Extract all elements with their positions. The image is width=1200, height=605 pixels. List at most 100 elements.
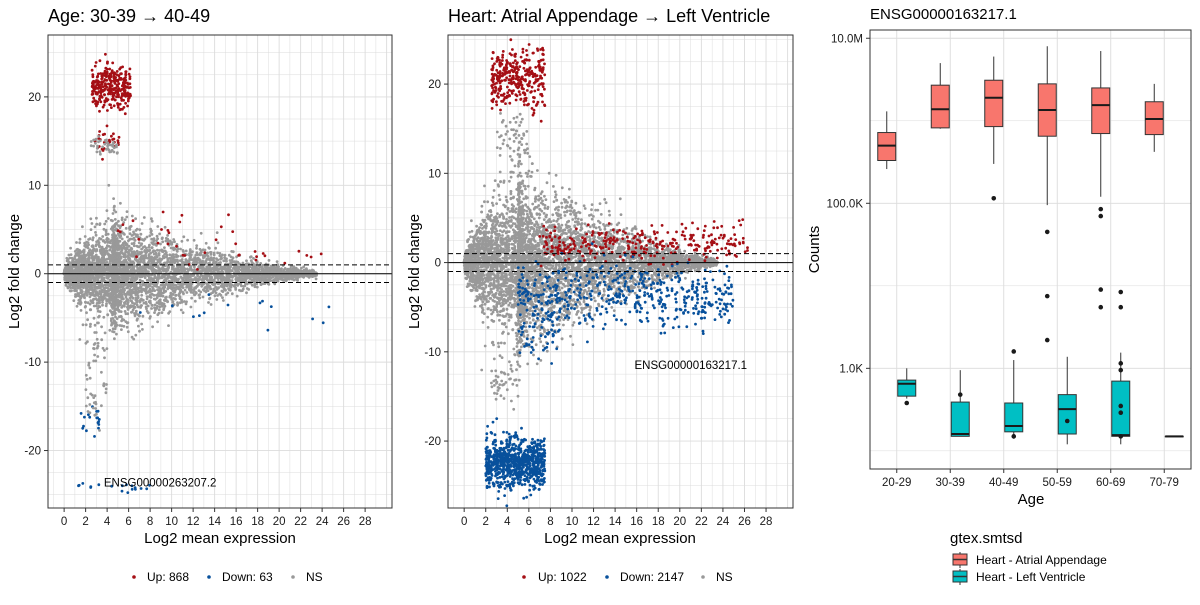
point-ns <box>79 238 82 241</box>
point-ns <box>132 308 135 311</box>
point-ns <box>136 267 139 270</box>
point-ns <box>116 307 119 310</box>
point-up <box>117 104 120 107</box>
point-down <box>97 410 100 413</box>
point-ns <box>83 283 86 286</box>
point-ns <box>126 210 129 213</box>
point-ns <box>109 288 112 291</box>
point-up <box>114 76 117 79</box>
point-ns <box>156 225 159 228</box>
point-ns <box>229 270 232 273</box>
point-ns <box>91 271 94 274</box>
point-ns <box>99 310 102 313</box>
point-ns <box>106 244 109 247</box>
point-ns <box>66 260 69 263</box>
point-ns <box>88 268 91 271</box>
point-ns <box>144 290 147 293</box>
point-ns <box>115 333 118 336</box>
point-ns <box>277 265 280 268</box>
point-ns <box>231 292 234 295</box>
point-up <box>101 76 104 79</box>
point-ns <box>105 276 108 279</box>
point-ns <box>179 290 182 293</box>
point-up <box>119 108 122 111</box>
point-ns <box>83 250 86 253</box>
point-ns <box>166 238 169 241</box>
point-up <box>157 242 160 245</box>
point-ns <box>162 250 165 253</box>
point-ns <box>200 285 203 288</box>
point-up <box>181 214 184 217</box>
point-ns <box>148 276 151 279</box>
point-ns <box>164 226 167 229</box>
point-ns <box>138 251 141 254</box>
point-ns <box>112 141 115 144</box>
point-ns <box>198 297 201 300</box>
point-ns <box>95 223 98 226</box>
point-ns <box>102 265 105 268</box>
point-up <box>127 100 130 103</box>
point-ns <box>225 268 228 271</box>
point-down <box>261 300 264 303</box>
point-up <box>112 97 115 100</box>
point-ns <box>254 285 257 288</box>
point-ns <box>217 268 220 271</box>
point-ns <box>99 266 102 269</box>
point-ns <box>150 274 153 277</box>
point-ns <box>150 307 153 310</box>
point-ns <box>116 304 119 307</box>
point-ns <box>255 270 258 273</box>
point-ns <box>102 254 105 257</box>
point-ns <box>138 228 141 231</box>
point-ns <box>149 228 152 231</box>
point-ns <box>111 225 114 228</box>
point-ns <box>218 293 221 296</box>
point-ns <box>244 276 247 279</box>
point-ns <box>119 246 122 249</box>
point-ns <box>149 279 152 282</box>
point-ns <box>85 311 88 314</box>
point-ns <box>138 241 141 244</box>
point-down <box>85 429 88 432</box>
point-ns <box>144 276 147 279</box>
point-ns <box>74 278 77 281</box>
point-up <box>110 106 113 109</box>
point-ns <box>204 274 207 277</box>
point-ns <box>241 289 244 292</box>
point-ns <box>107 184 110 187</box>
point-ns <box>68 254 71 257</box>
point-ns <box>120 324 123 327</box>
point-ns <box>151 293 154 296</box>
point-down <box>121 490 124 493</box>
point-up <box>255 255 258 258</box>
point-ns <box>93 258 96 261</box>
point-ns <box>107 287 110 290</box>
point-up <box>227 213 230 216</box>
point-up <box>109 74 112 77</box>
point-ns <box>101 304 104 307</box>
point-ns <box>156 249 159 252</box>
point-ns <box>167 269 170 272</box>
point-ns <box>274 277 277 280</box>
point-ns <box>190 297 193 300</box>
point-up <box>122 223 125 226</box>
point-ns <box>91 239 94 242</box>
point-ns <box>204 249 207 252</box>
point-ns <box>81 225 84 228</box>
point-down <box>96 416 99 419</box>
point-up <box>129 68 132 71</box>
point-ns <box>176 255 179 258</box>
point-ns <box>199 248 202 251</box>
point-ns <box>253 267 256 270</box>
point-ns <box>116 289 119 292</box>
point-ns <box>106 209 109 212</box>
point-ns <box>104 241 107 244</box>
point-up <box>121 94 124 97</box>
point-ns <box>228 288 231 291</box>
point-ns <box>95 234 98 237</box>
point-ns <box>195 251 198 254</box>
point-ns <box>148 260 151 263</box>
point-ns <box>110 319 113 322</box>
point-ns <box>118 225 121 228</box>
